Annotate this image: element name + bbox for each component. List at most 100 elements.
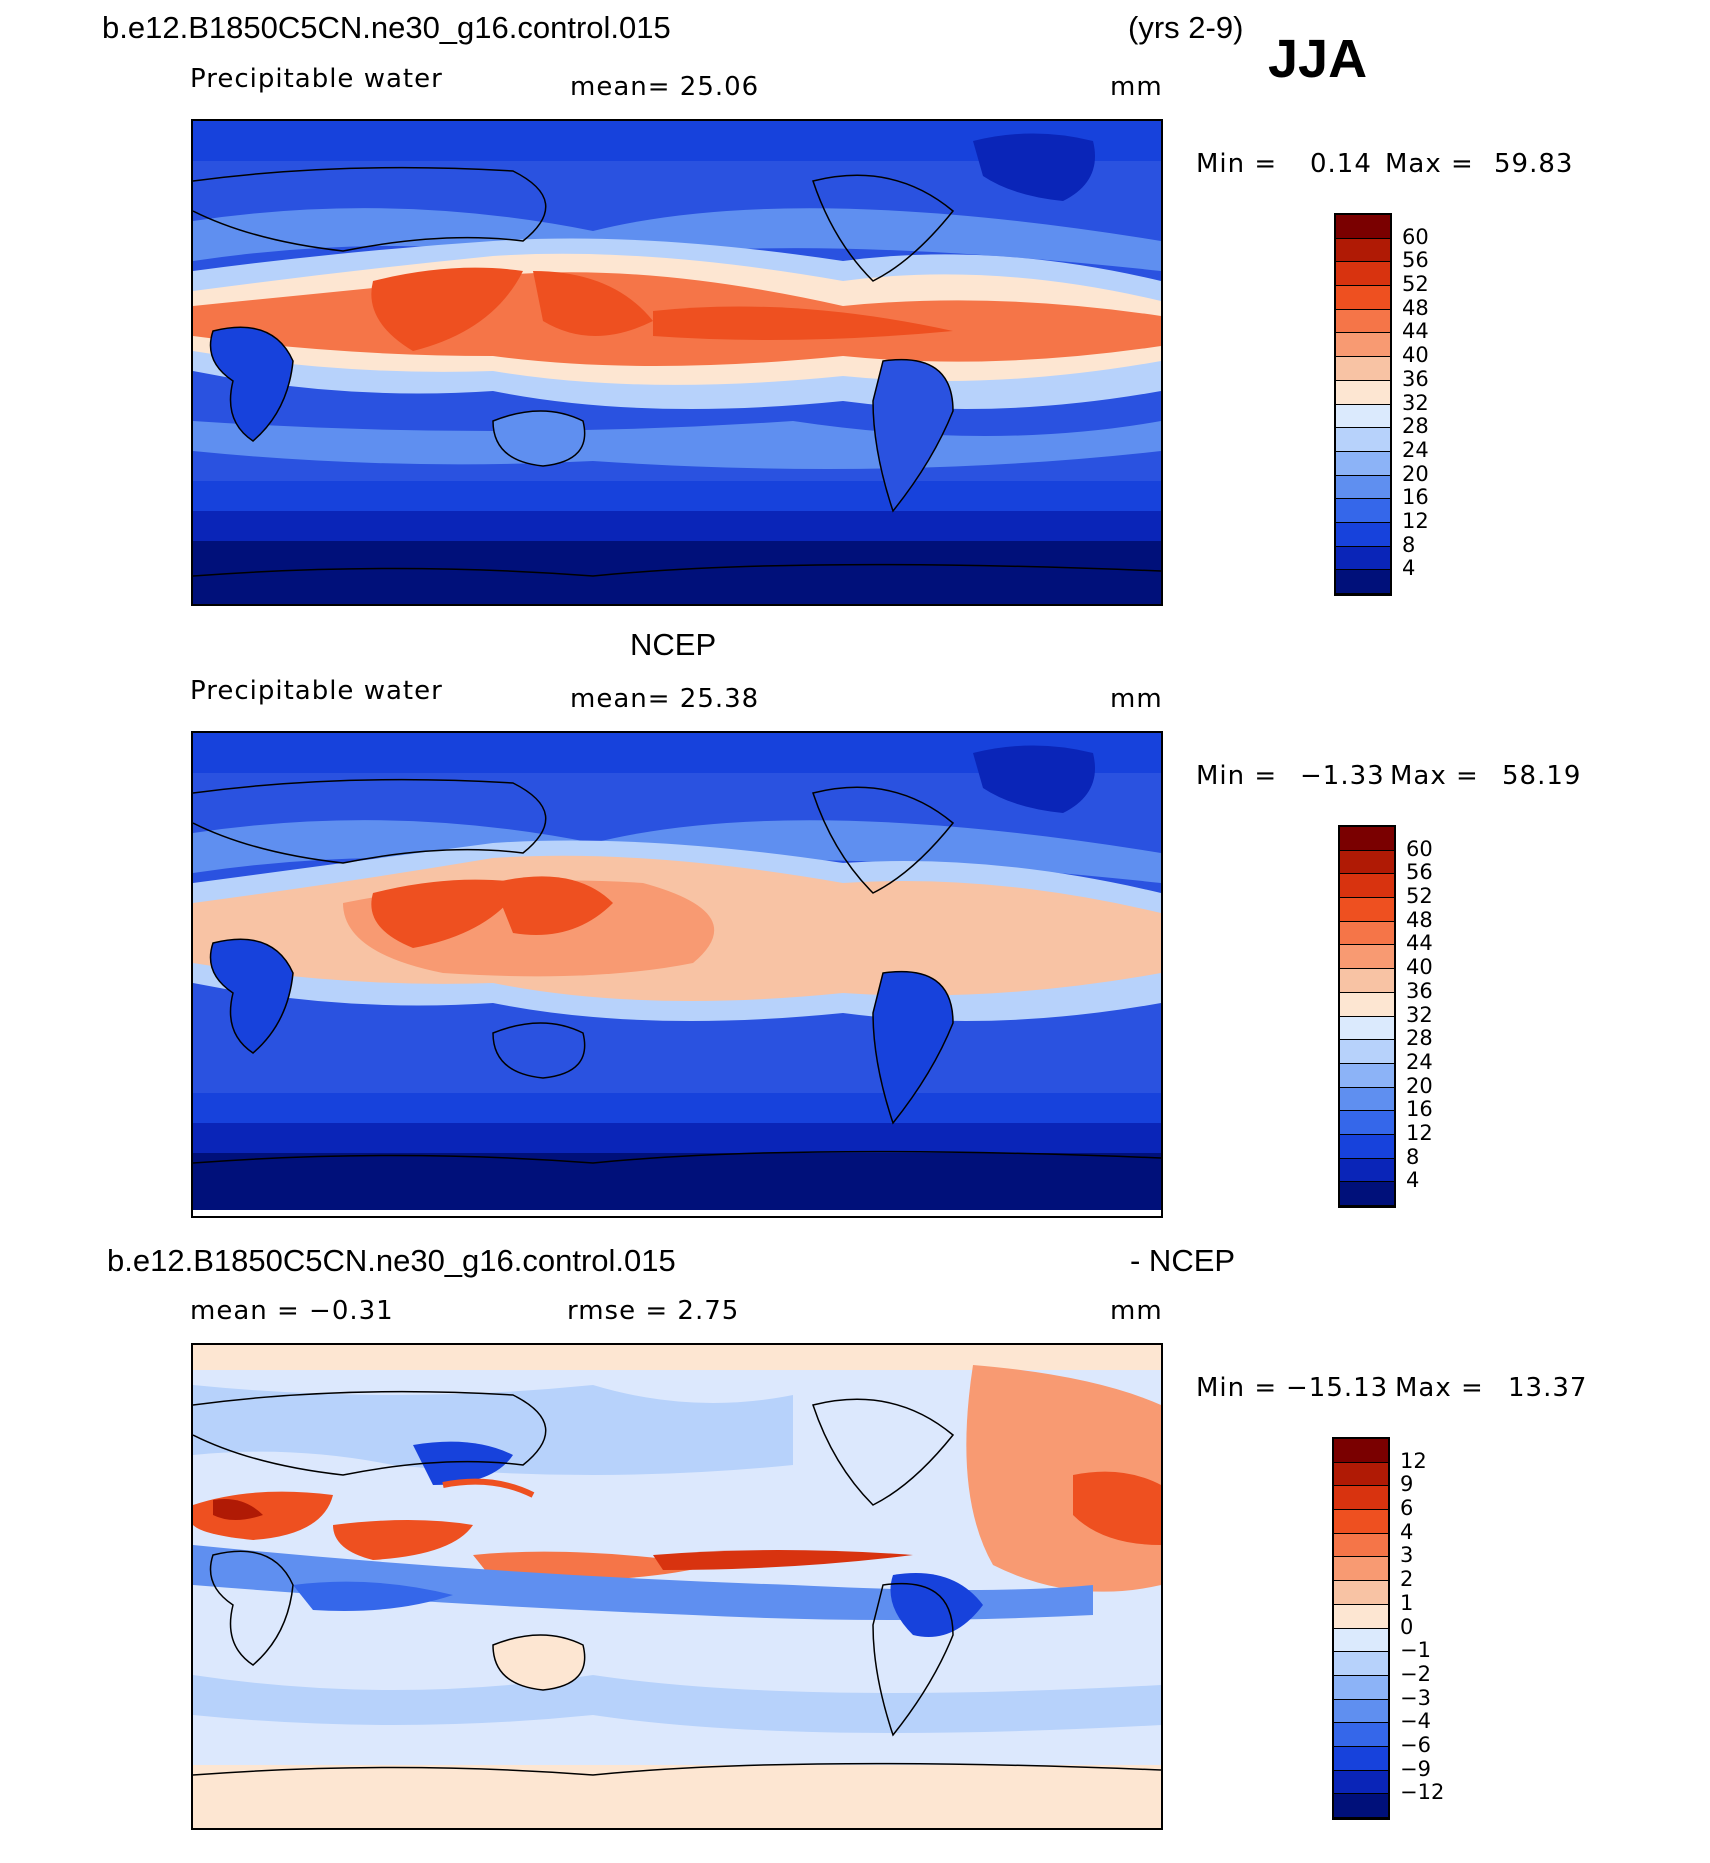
colorbar-segment — [1336, 570, 1390, 594]
colorbar-segment — [1334, 1699, 1388, 1724]
colorbar-segment — [1340, 1158, 1394, 1183]
colorbar-segment — [1340, 1182, 1394, 1206]
colorbar-segment — [1340, 921, 1394, 946]
panel2-units: mm — [1110, 684, 1163, 714]
panel2-min-value: −1.33 — [1300, 761, 1385, 791]
season-label: JJA — [1268, 29, 1368, 89]
panel1-variable: Precipitable water — [190, 64, 443, 94]
colorbar-segment — [1334, 1770, 1388, 1795]
colorbar-label: 48 — [1406, 907, 1433, 932]
colorbar-segment — [1334, 1652, 1388, 1676]
panel1-mean: mean= 25.06 — [570, 72, 760, 102]
colorbar-segment — [1340, 1063, 1394, 1088]
colorbar-segment — [1336, 451, 1390, 476]
colorbar-segment — [1334, 1510, 1388, 1534]
years-label: (yrs 2-9) — [1128, 10, 1244, 45]
panel1-max-label: Max = — [1385, 149, 1474, 179]
colorbar-segment — [1340, 1040, 1394, 1064]
panel2-min-label: Min = — [1196, 761, 1278, 791]
colorbar-segment — [1336, 475, 1390, 500]
panel3-max-value: 13.37 — [1508, 1373, 1588, 1403]
panel3-difference-map — [191, 1343, 1163, 1830]
colorbar-label: 40 — [1406, 955, 1433, 980]
colorbar-label: 48 — [1402, 295, 1429, 320]
colorbar-label: −3 — [1400, 1685, 1431, 1710]
colorbar-segment — [1336, 380, 1390, 405]
colorbar-segment — [1334, 1557, 1388, 1582]
colorbar-segment — [1336, 522, 1390, 547]
colorbar-label: −1 — [1400, 1638, 1431, 1663]
colorbar-segment — [1336, 215, 1390, 239]
colorbar-segment — [1334, 1794, 1388, 1818]
panel3-units: mm — [1110, 1296, 1163, 1326]
panel3-rmse: rmse = 2.75 — [567, 1296, 740, 1326]
colorbar-segment — [1336, 546, 1390, 571]
colorbar-segment — [1334, 1675, 1388, 1700]
colorbar-segment — [1340, 945, 1394, 970]
colorbar-label: 16 — [1406, 1097, 1433, 1122]
colorbar-label: 12 — [1402, 508, 1429, 533]
colorbar-segment — [1340, 874, 1394, 899]
colorbar-segment — [1334, 1628, 1388, 1653]
colorbar-label: 8 — [1406, 1144, 1420, 1169]
panel3-minus-label: - NCEP — [1130, 1243, 1236, 1278]
colorbar-label: −6 — [1400, 1732, 1431, 1757]
colorbar-segment — [1334, 1746, 1388, 1771]
colorbar-segment — [1340, 898, 1394, 922]
colorbar-label: 12 — [1400, 1448, 1427, 1473]
colorbar-segment — [1336, 238, 1390, 263]
panel2-mean: mean= 25.38 — [570, 684, 760, 714]
colorbar-label: 4 — [1400, 1519, 1414, 1544]
panel3-mean: mean = −0.31 — [190, 1296, 394, 1326]
colorbar-segment — [1334, 1439, 1388, 1463]
colorbar-segment — [1340, 1087, 1394, 1112]
case-title: b.e12.B1850C5CN.ne30_g16.control.015 — [102, 10, 671, 45]
colorbar-label: 9 — [1400, 1472, 1414, 1497]
panel2-max-label: Max = — [1390, 761, 1479, 791]
colorbar-segment — [1340, 1134, 1394, 1159]
colorbar-segment — [1340, 992, 1394, 1017]
colorbar-segment — [1340, 827, 1394, 851]
colorbar-label: 2 — [1400, 1567, 1414, 1592]
panel2-title: NCEP — [630, 627, 717, 662]
colorbar-segment — [1334, 1581, 1388, 1605]
colorbar-label: 4 — [1402, 556, 1416, 581]
panel1-colorbar — [1334, 213, 1392, 596]
panel2-variable: Precipitable water — [190, 676, 443, 706]
colorbar-segment — [1340, 1016, 1394, 1041]
panel3-colorbar — [1332, 1437, 1390, 1820]
colorbar-label: 24 — [1406, 1049, 1433, 1074]
colorbar-segment — [1336, 357, 1390, 381]
colorbar-label: 52 — [1402, 272, 1429, 297]
colorbar-segment — [1336, 404, 1390, 429]
colorbar-label: 1 — [1400, 1590, 1414, 1615]
colorbar-segment — [1336, 499, 1390, 523]
panel3-max-label: Max = — [1395, 1373, 1484, 1403]
colorbar-label: 56 — [1402, 248, 1429, 273]
colorbar-label: 56 — [1406, 860, 1433, 885]
panel2-colorbar — [1338, 825, 1396, 1208]
colorbar-segment — [1340, 969, 1394, 993]
colorbar-label: 36 — [1406, 978, 1433, 1003]
colorbar-label: −2 — [1400, 1661, 1431, 1686]
colorbar-segment — [1336, 262, 1390, 287]
colorbar-label: 36 — [1402, 366, 1429, 391]
panel1-max-value: 59.83 — [1494, 149, 1574, 179]
colorbar-label: 60 — [1402, 224, 1429, 249]
colorbar-segment — [1336, 333, 1390, 358]
colorbar-label: 28 — [1402, 414, 1429, 439]
colorbar-label: 16 — [1402, 485, 1429, 510]
colorbar-label: 32 — [1402, 390, 1429, 415]
colorbar-label: 44 — [1402, 319, 1429, 344]
panel3-case-title: b.e12.B1850C5CN.ne30_g16.control.015 — [107, 1243, 676, 1278]
colorbar-label: 20 — [1406, 1073, 1433, 1098]
colorbar-label: 24 — [1402, 437, 1429, 462]
colorbar-label: −4 — [1400, 1709, 1431, 1734]
colorbar-label: 28 — [1406, 1026, 1433, 1051]
colorbar-segment — [1334, 1723, 1388, 1747]
colorbar-label: 20 — [1402, 461, 1429, 486]
colorbar-label: 44 — [1406, 931, 1433, 956]
colorbar-label: −12 — [1400, 1780, 1445, 1805]
colorbar-segment — [1336, 286, 1390, 310]
colorbar-label: 8 — [1402, 532, 1416, 557]
